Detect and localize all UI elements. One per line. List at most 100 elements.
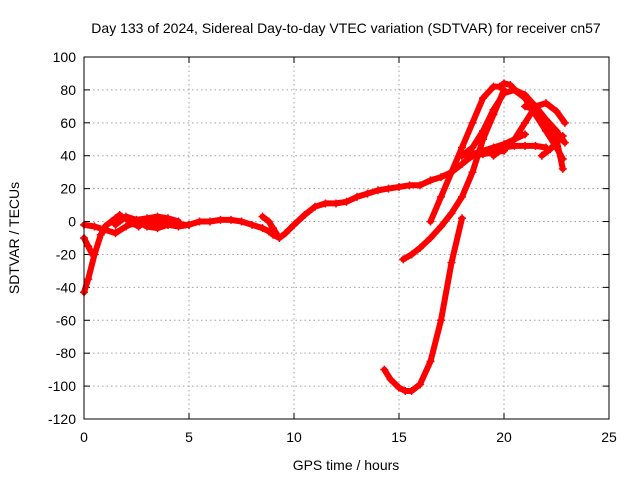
y-tick-label: 40 <box>60 148 76 164</box>
data-point <box>558 131 567 140</box>
data-point <box>521 130 529 139</box>
data-point <box>273 230 282 239</box>
data-point <box>416 243 424 252</box>
data-point <box>479 146 487 155</box>
data-point <box>521 90 529 99</box>
data-point <box>489 143 498 152</box>
x-tick-label: 0 <box>80 429 88 445</box>
data-point <box>311 202 319 211</box>
data-point <box>458 143 466 152</box>
data-point <box>500 89 508 98</box>
data-point <box>416 380 424 389</box>
y-axis-label: SDTVAR / TECUs <box>6 182 22 294</box>
data-point <box>426 217 435 226</box>
data-point <box>101 225 109 234</box>
data-point <box>495 82 504 91</box>
x-tick-label: 25 <box>601 429 617 445</box>
series-group <box>80 79 569 396</box>
data-point <box>531 141 540 150</box>
data-point <box>321 199 330 208</box>
data-point <box>384 184 393 193</box>
data-point <box>510 85 519 94</box>
data-point <box>531 105 540 114</box>
data-point <box>374 186 382 195</box>
y-tick-label: 100 <box>53 49 77 65</box>
data-point <box>132 215 141 224</box>
data-point <box>426 234 435 242</box>
data-point <box>353 192 361 201</box>
y-tick-label: 0 <box>68 214 76 230</box>
data-point <box>552 138 561 147</box>
data-point <box>521 102 529 111</box>
y-tick-label: -20 <box>56 246 76 262</box>
y-tick-label: -80 <box>56 345 76 361</box>
data-point <box>395 182 403 191</box>
data-point <box>386 375 395 384</box>
series-deep-dip <box>381 215 465 394</box>
data-point <box>88 250 97 259</box>
data-point <box>437 173 445 182</box>
data-point <box>437 316 445 325</box>
data-point <box>153 212 162 221</box>
data-point <box>281 229 290 238</box>
data-point <box>399 255 408 264</box>
data-point <box>458 159 466 168</box>
y-tick-label: -100 <box>48 378 76 394</box>
y-tick-label: 80 <box>60 82 76 98</box>
data-point <box>542 118 550 127</box>
data-point <box>558 164 567 173</box>
grid <box>83 56 610 420</box>
data-point <box>458 151 466 160</box>
data-point <box>407 250 416 259</box>
data-point <box>216 215 225 224</box>
data-point <box>510 135 519 144</box>
data-point <box>164 214 172 223</box>
data-point <box>380 365 389 374</box>
data-point <box>489 105 498 114</box>
data-point <box>122 212 130 221</box>
data-point <box>552 107 561 116</box>
data-point <box>521 118 529 127</box>
x-axis-label: GPS time / hours <box>293 457 400 473</box>
x-tick-label: 20 <box>496 429 512 445</box>
chart-title: Day 133 of 2024, Sidereal Day-to-day VTE… <box>91 20 601 36</box>
data-point <box>479 94 487 103</box>
data-point <box>143 214 151 223</box>
series-short-bump <box>259 213 281 238</box>
data-point <box>174 217 183 226</box>
data-point <box>264 217 273 226</box>
data-point <box>426 176 435 185</box>
x-tick-label: 10 <box>286 429 302 445</box>
data-point <box>468 143 477 152</box>
series-right-edge <box>538 133 566 159</box>
data-point <box>468 118 477 127</box>
data-point <box>84 275 93 284</box>
data-point <box>342 197 351 206</box>
data-point <box>542 99 550 108</box>
y-tick-label: 60 <box>60 115 76 131</box>
data-point <box>258 212 267 221</box>
y-tick-label: -60 <box>56 312 76 328</box>
data-point <box>111 220 120 229</box>
data-point <box>332 199 340 208</box>
data-point <box>90 222 99 231</box>
data-point <box>447 258 456 267</box>
data-point <box>107 217 116 226</box>
data-point <box>96 230 105 239</box>
data-point <box>500 140 508 149</box>
data-point <box>227 215 235 224</box>
data-point <box>269 224 277 233</box>
data-point <box>290 220 298 229</box>
data-point <box>479 127 487 136</box>
data-point <box>264 227 273 236</box>
data-point <box>537 151 546 160</box>
series-rise-b <box>427 80 566 225</box>
data-point <box>416 181 424 190</box>
data-point <box>437 222 445 231</box>
plot-frame <box>83 56 610 420</box>
data-point <box>248 220 256 229</box>
data-point <box>560 118 569 127</box>
data-point <box>84 242 93 251</box>
data-point <box>143 222 151 231</box>
